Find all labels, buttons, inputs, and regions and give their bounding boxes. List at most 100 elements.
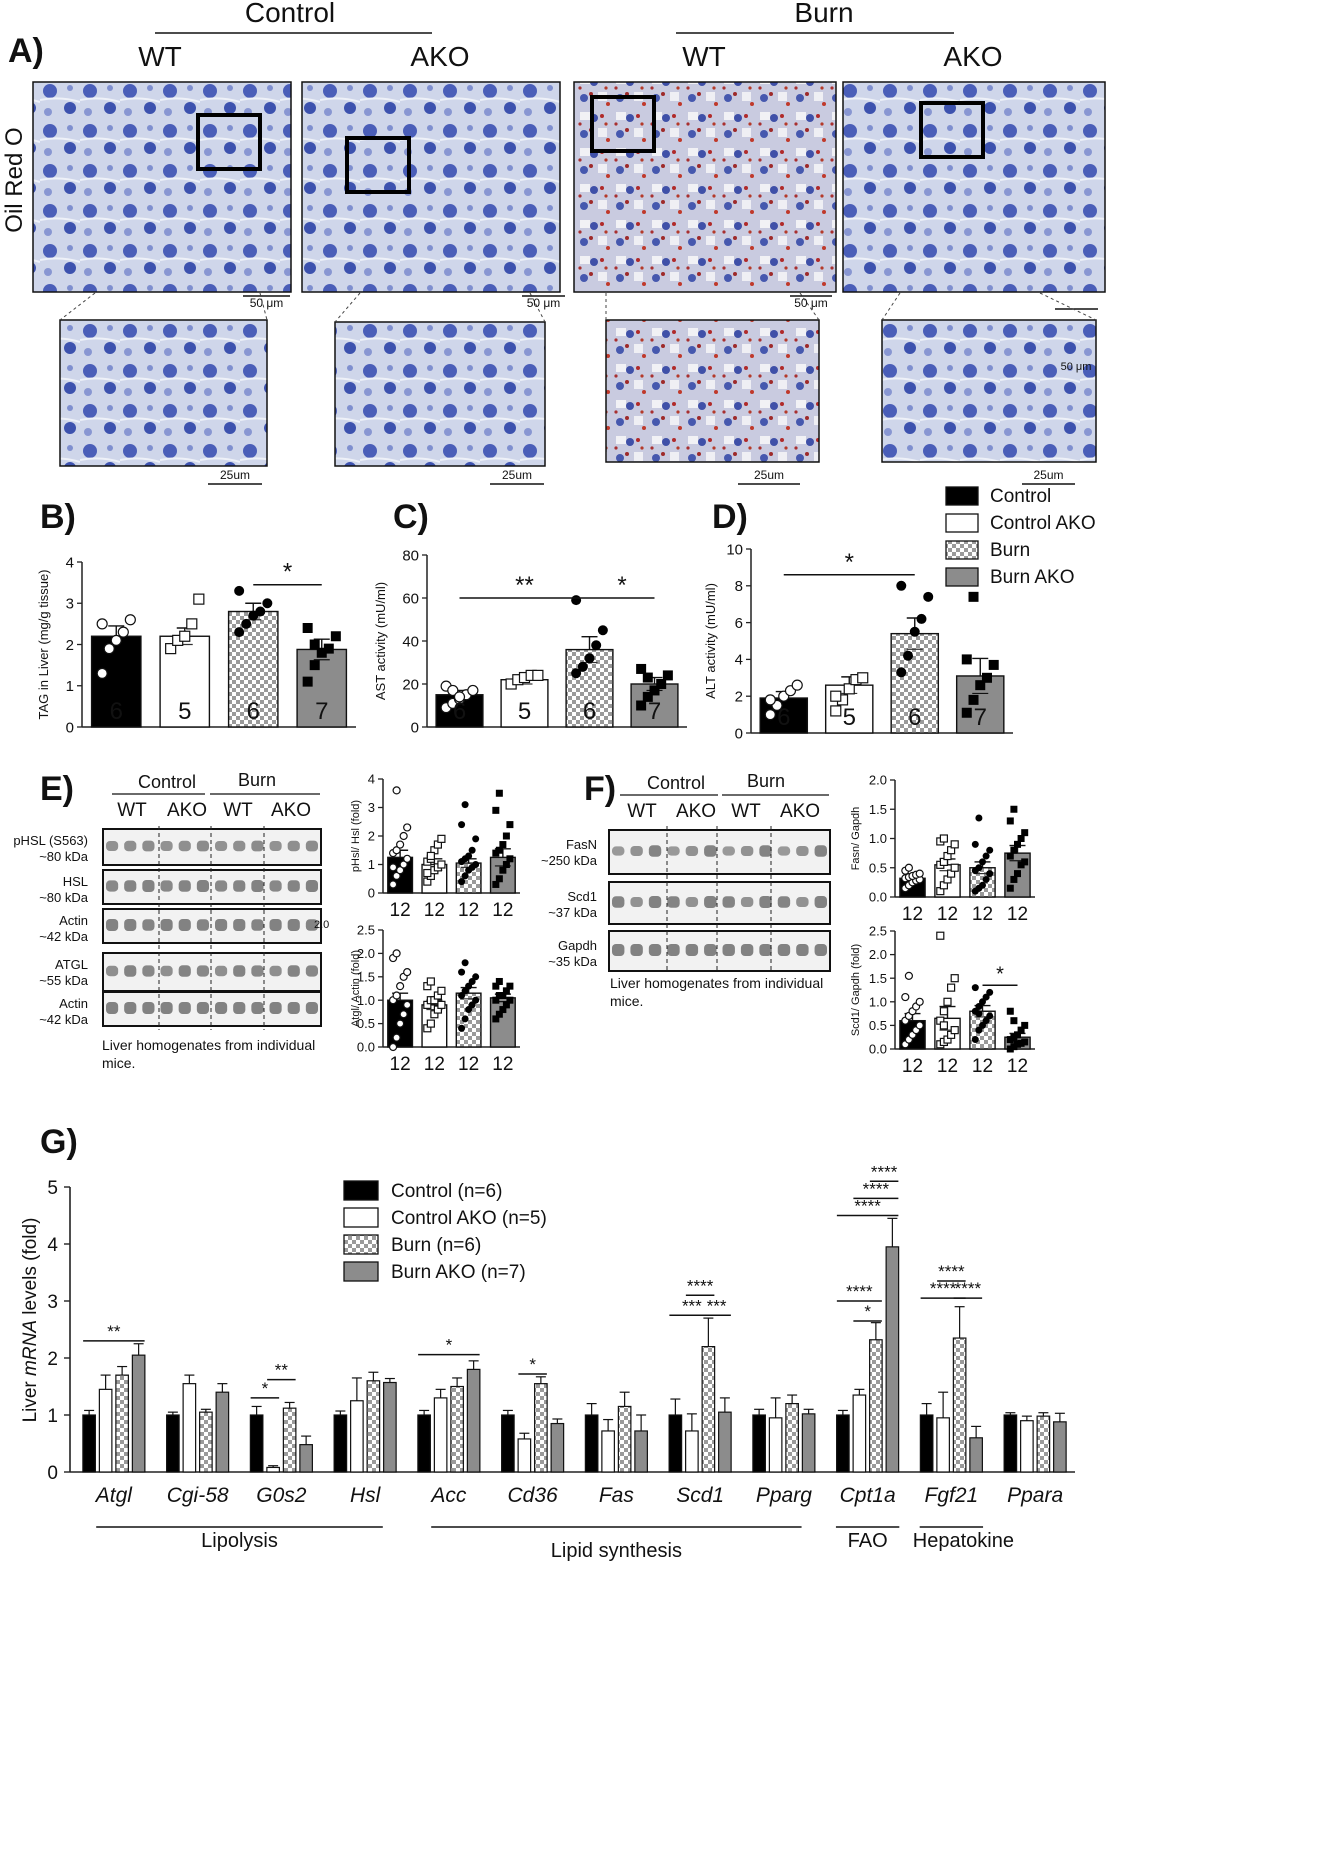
significance-label: **** bbox=[938, 1262, 965, 1281]
data-point bbox=[1017, 835, 1025, 842]
data-point bbox=[950, 974, 959, 983]
category-label: G0s2 bbox=[256, 1484, 307, 1507]
y-axis-label: AST activity (mU/ml) bbox=[373, 582, 388, 700]
significance-label: **** bbox=[854, 1197, 881, 1216]
bar bbox=[718, 1411, 732, 1473]
y-tick-label: 2 bbox=[735, 688, 743, 705]
data-point bbox=[392, 846, 401, 855]
data-point bbox=[642, 691, 653, 702]
legend-label: Burn AKO (n=7) bbox=[391, 1262, 526, 1283]
data-point bbox=[982, 852, 990, 860]
blot-band bbox=[178, 965, 191, 977]
blot-band bbox=[196, 965, 209, 977]
data-point bbox=[636, 663, 647, 674]
data-point bbox=[426, 977, 435, 986]
data-point bbox=[103, 643, 115, 655]
data-point bbox=[403, 968, 412, 977]
y-tick-label: 0.5 bbox=[357, 1016, 375, 1031]
data-point bbox=[193, 593, 205, 605]
y-tick-label: 1 bbox=[66, 678, 74, 695]
zoom-box bbox=[590, 95, 656, 153]
bar bbox=[836, 1414, 850, 1473]
data-point bbox=[764, 708, 776, 721]
y-tick-label: 5 bbox=[47, 1178, 58, 1199]
data-point bbox=[110, 634, 122, 646]
blot-band bbox=[667, 846, 680, 856]
band-size: ~37 kDa bbox=[548, 905, 598, 920]
data-point bbox=[1021, 829, 1029, 837]
band-size: ~42 kDa bbox=[39, 929, 89, 944]
blot-band bbox=[124, 1002, 137, 1014]
blot-band bbox=[305, 919, 318, 931]
western-blot-strip bbox=[102, 869, 322, 905]
y-tick-label: 3 bbox=[66, 596, 74, 613]
y-tick-label: 1.0 bbox=[869, 994, 887, 1009]
data-point bbox=[437, 986, 446, 995]
data-point bbox=[458, 821, 466, 829]
data-point bbox=[1014, 870, 1021, 878]
blot-band bbox=[124, 880, 137, 892]
significance-label: ** bbox=[515, 572, 534, 599]
significance-label: *** bbox=[707, 1296, 727, 1315]
data-point bbox=[458, 968, 466, 976]
significance-label: **** bbox=[687, 1276, 714, 1295]
data-point bbox=[909, 626, 920, 637]
data-point bbox=[577, 661, 588, 672]
y-tick-label: 0 bbox=[47, 1463, 58, 1484]
data-point bbox=[399, 1010, 408, 1019]
data-point bbox=[495, 846, 503, 854]
category-label: Cpt1a bbox=[840, 1484, 896, 1507]
data-point bbox=[1010, 1033, 1018, 1041]
blot-band bbox=[648, 845, 662, 857]
data-point bbox=[1017, 1039, 1025, 1047]
data-point bbox=[492, 996, 500, 1004]
blot-band bbox=[233, 840, 246, 852]
data-point bbox=[437, 1000, 446, 1009]
significance-label: * bbox=[529, 1355, 536, 1374]
data-point bbox=[124, 614, 136, 626]
y-tick-label: 2.0 bbox=[357, 946, 375, 961]
data-point bbox=[262, 598, 273, 609]
bar bbox=[266, 1466, 280, 1473]
data-point bbox=[939, 1007, 949, 1016]
data-point bbox=[426, 1019, 435, 1028]
data-point bbox=[971, 1036, 979, 1044]
data-point bbox=[915, 1021, 924, 1030]
panels-b-c-d: B) C) D) 0 1 2 3 4 TAG in Liver (mg/g tissue) 6 5 6… bbox=[36, 486, 1096, 742]
data-point bbox=[642, 672, 653, 683]
data-point bbox=[467, 684, 479, 697]
data-point bbox=[915, 997, 924, 1006]
data-point bbox=[302, 676, 313, 687]
blot-band bbox=[142, 1002, 155, 1014]
n-label: 5 bbox=[843, 704, 856, 731]
blot-band bbox=[106, 919, 119, 931]
blot-band bbox=[160, 1002, 173, 1014]
bar bbox=[299, 1444, 313, 1473]
y-tick-label: 0.5 bbox=[869, 860, 887, 875]
y-tick-label: 2 bbox=[47, 1349, 58, 1370]
data-point bbox=[309, 639, 320, 650]
n-label: 6 bbox=[110, 698, 123, 725]
blot-band bbox=[305, 840, 318, 852]
bar bbox=[752, 1414, 766, 1473]
bar bbox=[366, 1380, 381, 1473]
data-point bbox=[946, 983, 956, 992]
caption-line-2: mice. bbox=[102, 1055, 135, 1071]
blot-band bbox=[630, 944, 643, 956]
category-group-label: Hepatokine bbox=[913, 1530, 1014, 1552]
blot-band bbox=[269, 841, 282, 851]
blot-band bbox=[667, 944, 680, 956]
blot-band bbox=[251, 919, 264, 931]
data-point bbox=[936, 931, 945, 940]
data-point bbox=[96, 667, 108, 679]
bar bbox=[1020, 1420, 1034, 1473]
data-point bbox=[179, 630, 191, 642]
blot-band bbox=[796, 846, 809, 856]
band-size: ~250 kDa bbox=[541, 853, 598, 868]
band-name: Actin bbox=[59, 996, 88, 1011]
western-blot-strip bbox=[102, 991, 322, 1027]
blot-band bbox=[740, 846, 754, 856]
legend-label: Burn bbox=[990, 540, 1030, 561]
blot-band bbox=[287, 840, 300, 852]
